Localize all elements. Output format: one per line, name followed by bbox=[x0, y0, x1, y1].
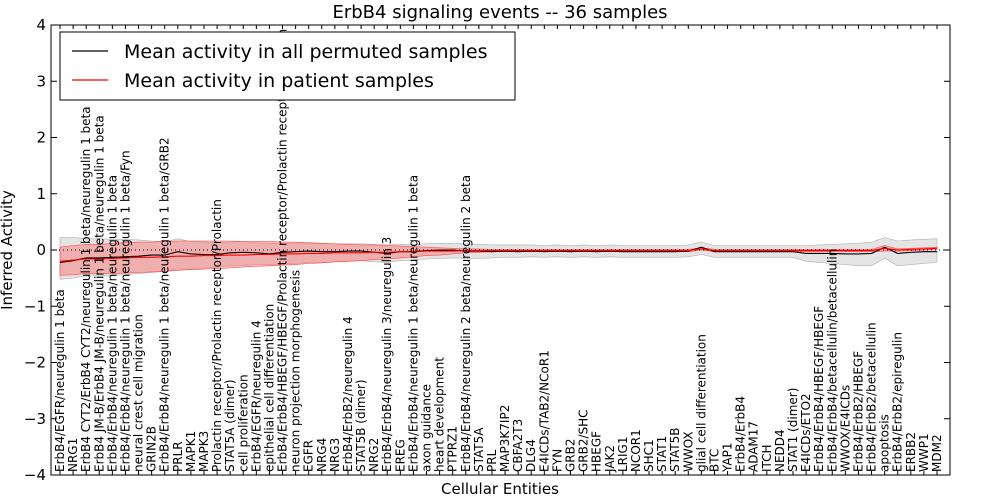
x-tick-label: MDM2 bbox=[930, 434, 944, 472]
x-tick-label: NRG3 bbox=[328, 438, 342, 472]
x-tick-label: ErbB4 CYT2/ErbB4 CYT2/neuregulin 1 beta/… bbox=[79, 106, 93, 472]
x-tick-label: CBFA2T3 bbox=[511, 419, 525, 472]
x-tick-label: cell proliferation bbox=[236, 374, 250, 472]
x-tick-label: NEDD4 bbox=[773, 429, 787, 472]
y-axis: −4 −3 −2 −1 0 1 2 3 4 bbox=[24, 16, 950, 484]
x-tick-label: ErbB4/ErbB4/HBEGF/HBEGF bbox=[812, 306, 826, 472]
y-tick-label: 3 bbox=[36, 72, 46, 90]
x-tick-label: ErbB4/ErbB4/neuregulin 1 beta/neuregulin… bbox=[105, 175, 119, 472]
x-tick-label: ErbB4/ErbB2/epiregulin bbox=[891, 332, 905, 472]
x-tick-label: MAP3K7IP2 bbox=[498, 405, 512, 472]
x-tick-label: DLG4 bbox=[524, 439, 538, 472]
x-tick-label: MAPK3 bbox=[197, 431, 211, 472]
x-tick-label: MAPK1 bbox=[184, 431, 198, 472]
y-tick-label: −2 bbox=[24, 354, 46, 372]
x-axis: ErbB4/EGFR/neuregulin 1 beta NRG1 ErbB4 CY… bbox=[53, 25, 944, 475]
x-tick-label: YAP1 bbox=[721, 443, 735, 473]
x-tick-label: ITCH bbox=[760, 444, 774, 472]
x-tick-label: neuron projection morphogenesis bbox=[289, 270, 303, 472]
x-tick-label: STAT5B (dimer) bbox=[354, 379, 368, 472]
y-tick-label: 4 bbox=[36, 16, 46, 34]
x-tick-label: Prolactin receptor/Prolactin receptor/Pr… bbox=[210, 199, 224, 472]
x-tick-label: heart development bbox=[433, 357, 447, 472]
line-series-1 bbox=[59, 247, 938, 262]
y-tick-label: 1 bbox=[36, 185, 46, 203]
x-tick-label: apoptosis bbox=[878, 414, 892, 472]
x-tick-label: E4ICDs/ETO2 bbox=[799, 393, 813, 472]
y-tick-label: −1 bbox=[24, 297, 46, 315]
x-tick-label: ErbB4 JM-B/ErbB4 JM-B/neuregulin 1 beta/… bbox=[92, 115, 106, 472]
x-tick-label: STAT5B bbox=[668, 428, 682, 473]
x-tick-label: FYN bbox=[550, 449, 564, 472]
x-tick-label: ErbB4/ErbB4/neuregulin 1 beta/neuregulin… bbox=[118, 150, 132, 472]
x-tick-label: ErbB4/ErbB2/neuregulin 4 bbox=[341, 316, 355, 472]
y-axis-label: Inferred Activity bbox=[0, 190, 16, 310]
legend-box bbox=[59, 31, 516, 101]
x-tick-label: NRG2 bbox=[367, 438, 381, 472]
legend-label-permuted: Mean activity in all permuted samples bbox=[124, 41, 487, 63]
x-tick-label: NRG4 bbox=[315, 438, 329, 472]
x-tick-label: ADAM17 bbox=[747, 421, 761, 472]
chart-title: ErbB4 signaling events -- 36 samples bbox=[332, 2, 667, 23]
x-tick-label: E4ICDs/TAB2/NCoR1 bbox=[537, 350, 551, 472]
x-tick-label: LRIG1 bbox=[616, 437, 630, 473]
x-tick-label: epithelial cell differentiation bbox=[262, 304, 276, 472]
x-tick-label: NCOR1 bbox=[629, 429, 643, 472]
x-tick-label: ErbB4/ErbB2/HBEGF bbox=[851, 351, 865, 472]
x-tick-label: glial cell differentiation bbox=[694, 334, 708, 472]
x-tick-label: WWOX/E4ICDs bbox=[838, 385, 852, 472]
legend-label-patient: Mean activity in patient samples bbox=[124, 70, 434, 92]
x-tick-label: PTPRZ1 bbox=[446, 426, 460, 472]
x-tick-label: HBEGF bbox=[590, 431, 604, 472]
x-tick-label: ErbB4/ErbB4 bbox=[734, 396, 748, 472]
x-tick-label: ErbB4/ErbB4/HBEGF/HBEGF/Prolactin recept… bbox=[276, 29, 290, 472]
x-tick-label: ErbB4/ErbB4/neuregulin 1 beta/neuregulin… bbox=[158, 137, 172, 472]
x-tick-label: GRB2/SHC bbox=[577, 409, 591, 472]
x-tick-label: ErbB4/ErbB4/neuregulin 3/neuregulin 3 bbox=[380, 237, 394, 472]
x-tick-label: STAT5A bbox=[472, 427, 486, 472]
plot-area bbox=[51, 237, 950, 280]
x-tick-label: NRG1 bbox=[66, 438, 80, 472]
line-series-0 bbox=[59, 246, 937, 263]
x-tick-label: ERBB2 bbox=[904, 432, 918, 472]
x-tick-label: EREG bbox=[393, 439, 407, 472]
x-tick-label: PRLR bbox=[171, 441, 185, 472]
x-tick-label: ErbB4/ErbB2/betacellulin bbox=[865, 322, 879, 472]
y-tick-label: −3 bbox=[24, 410, 46, 428]
y-tick-label: −4 bbox=[24, 466, 46, 484]
x-tick-label: WWP1 bbox=[917, 433, 931, 472]
x-tick-label: WWOX bbox=[681, 431, 695, 472]
x-tick-label: GRIN2B bbox=[145, 426, 159, 472]
x-tick-label: ErbB4/ErbB4/neuregulin 1 beta/neuregulin… bbox=[406, 175, 420, 472]
y-tick-label: 0 bbox=[36, 241, 46, 259]
x-tick-label: STAT1 bbox=[655, 436, 669, 472]
x-tick-label: ErbB4/EGFR/neuregulin 1 beta bbox=[53, 289, 67, 472]
x-tick-label: PRL bbox=[485, 449, 499, 472]
legend: Mean activity in all permuted samples Me… bbox=[59, 31, 516, 101]
x-tick-label: EGFR bbox=[302, 440, 316, 472]
x-tick-label: neural crest cell migration bbox=[132, 314, 146, 472]
x-tick-label: ErbB4/ErbB4/betacellulin/betacellulin bbox=[825, 249, 839, 472]
x-tick-label: SHC1 bbox=[642, 439, 656, 472]
x-axis-label: Cellular Entities bbox=[441, 480, 559, 498]
x-tick-label: GRB2 bbox=[563, 438, 577, 472]
x-tick-label: JAK2 bbox=[603, 445, 617, 473]
x-tick-label: BTC bbox=[707, 449, 721, 472]
x-tick-label: axon guidance bbox=[420, 384, 434, 472]
x-tick-label: STAT5A (dimer) bbox=[223, 379, 237, 472]
x-tick-label: ErbB4/EGFR/neuregulin 4 bbox=[249, 320, 263, 472]
x-tick-label: STAT1 (dimer) bbox=[786, 388, 800, 472]
y-tick-label: 2 bbox=[36, 129, 46, 147]
x-tick-label: ErbB4/ErbB4/neuregulin 2 beta/neuregulin… bbox=[459, 175, 473, 472]
